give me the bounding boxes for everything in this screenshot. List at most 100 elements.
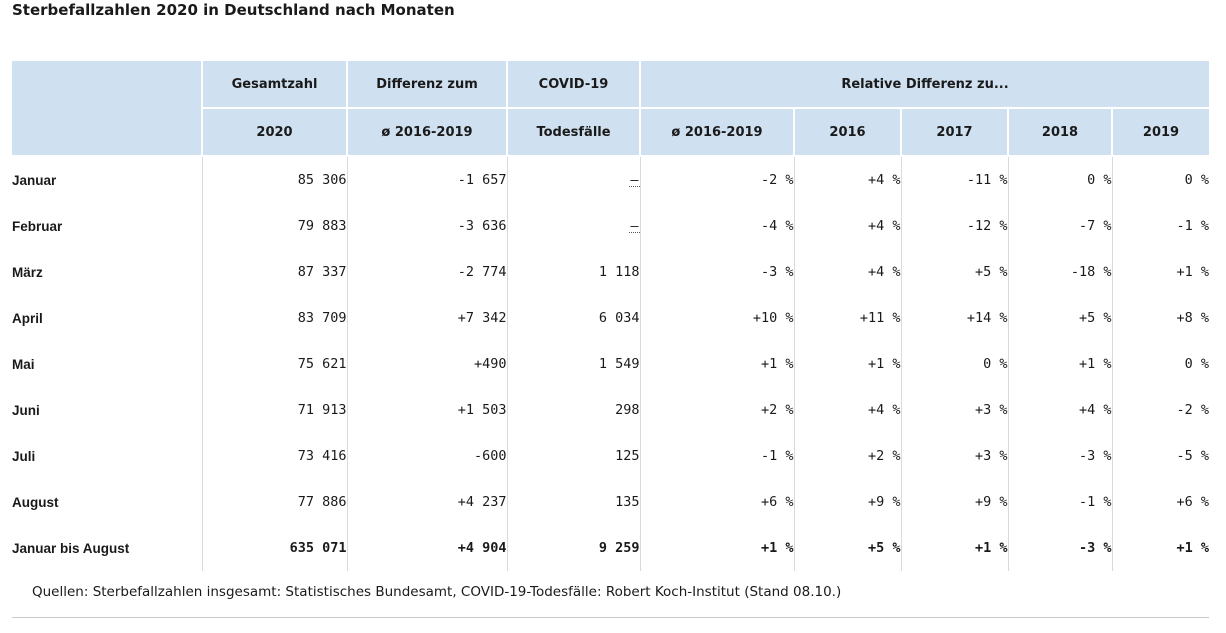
table-cell: +1 503	[347, 387, 508, 433]
table-cell: -7 %	[1008, 203, 1113, 249]
table-cell: +4 904	[347, 525, 508, 571]
header-2020: 2020	[202, 108, 348, 157]
table-cell: +1 %	[640, 341, 795, 387]
header-2016: 2016	[794, 108, 902, 157]
no-data-cell: –	[507, 156, 641, 203]
table-cell: +9 %	[794, 479, 902, 525]
row-label: April	[12, 295, 203, 341]
table-cell: 73 416	[202, 433, 348, 479]
table-cell: +2 %	[794, 433, 902, 479]
table-cell: 6 034	[507, 295, 641, 341]
table-cell: 135	[507, 479, 641, 525]
table-cell: +1 %	[1008, 341, 1113, 387]
table-cell: 0 %	[1008, 156, 1113, 203]
table-row: März 87 337 -2 774 1 118 -3 % +4 % +5 % -18 % +1…	[12, 249, 1209, 295]
header-covid: COVID-19	[507, 61, 641, 109]
table-row: April 83 709 +7 342 6 034 +10 % +11 % +14 % +5 …	[12, 295, 1209, 341]
table-cell: 0 %	[901, 341, 1009, 387]
table-cell: +4 %	[794, 387, 902, 433]
table-cell: -4 %	[640, 203, 795, 249]
table-cell: +1 %	[901, 525, 1009, 571]
no-data-dash: –	[629, 218, 640, 234]
page-title: Sterbefallzahlen 2020 in Deutschland nac…	[12, 1, 455, 19]
table-cell: +1 %	[794, 341, 902, 387]
table-cell: 79 883	[202, 203, 348, 249]
no-data-dash: –	[629, 172, 640, 188]
table-cell: -1 %	[1008, 479, 1113, 525]
table-cell: -3 %	[640, 249, 795, 295]
table-cell: 71 913	[202, 387, 348, 433]
table-cell: 9 259	[507, 525, 641, 571]
table-cell: +4 %	[794, 249, 902, 295]
table-cell: -11 %	[901, 156, 1009, 203]
table-cell: 85 306	[202, 156, 348, 203]
table-cell: +10 %	[640, 295, 795, 341]
header-gesamtzahl: Gesamtzahl	[202, 61, 348, 109]
table-cell: -1 657	[347, 156, 508, 203]
table-cell: -2 %	[1176, 402, 1209, 418]
table-cell: +2 %	[640, 387, 795, 433]
table-cell: +1 %	[640, 525, 795, 571]
table-cell: 77 886	[202, 479, 348, 525]
table-row: Januar bis August 635 071 +4 904 9 259 +1 % +…	[12, 525, 1209, 571]
header-2018: 2018	[1008, 108, 1113, 157]
row-label: August	[12, 479, 203, 525]
table-row: Juni 71 913 +1 503 298 +2 % +4 % +3 % +4 % -2 %	[12, 387, 1209, 433]
row-label: Januar bis August	[12, 525, 203, 571]
table-cell: -5 %	[1176, 448, 1209, 464]
table-cell: -3 636	[347, 203, 508, 249]
table-cell: -18 %	[1008, 249, 1113, 295]
table-cell: +4 %	[1008, 387, 1113, 433]
header-row-1: Gesamtzahl Differenz zum COVID-19 Relati…	[12, 61, 1209, 157]
table-cell: +1 %	[1176, 264, 1209, 280]
table-row: Februar 79 883 -3 636 – -4 % +4 % -12 % -7 % -1 …	[12, 203, 1209, 249]
table-cell: +14 %	[901, 295, 1009, 341]
table-cell: +6 %	[1176, 494, 1209, 510]
table-cell: 87 337	[202, 249, 348, 295]
header-differenz: Differenz zum	[347, 61, 508, 109]
table-cell: -3 %	[1008, 525, 1113, 571]
table-cell: +5 %	[1008, 295, 1113, 341]
table-cell: +5 %	[901, 249, 1009, 295]
row-label: Mai	[12, 341, 203, 387]
table-row: Mai 75 621 +490 1 549 +1 % +1 % 0 % +1 % 0 %	[12, 341, 1209, 387]
row-label: Februar	[12, 203, 203, 249]
table-cell: 0 %	[1184, 172, 1209, 188]
table-cell: -3 %	[1008, 433, 1113, 479]
death-stats-table: Gesamtzahl Differenz zum COVID-19 Relati…	[12, 61, 1209, 571]
header-2017: 2017	[901, 108, 1009, 157]
table-cell: 298	[507, 387, 641, 433]
header-todesfaelle: Todesfälle	[507, 108, 641, 157]
header-avg-rel: ø 2016-2019	[640, 108, 795, 157]
source-note: Quellen: Sterbefallzahlen insgesamt: Sta…	[32, 584, 842, 600]
table-cell: +3 %	[901, 387, 1009, 433]
bottom-divider	[12, 617, 1209, 618]
table-cell: +8 %	[1176, 310, 1209, 326]
table-cell: +4 %	[794, 156, 902, 203]
header-month-blank	[12, 61, 203, 157]
table-cell: +5 %	[794, 525, 902, 571]
row-label: Juli	[12, 433, 203, 479]
table-row: Juli 73 416 -600 125 -1 % +2 % +3 % -3 % -5 %	[12, 433, 1209, 479]
table-cell: 75 621	[202, 341, 348, 387]
table-cell: +1 %	[1176, 540, 1209, 556]
table-cell: +4 237	[347, 479, 508, 525]
header-avg-abs: ø 2016-2019	[347, 108, 508, 157]
table-cell: +6 %	[640, 479, 795, 525]
table-cell: +9 %	[901, 479, 1009, 525]
header-row-2: 2020 ø 2016-2019 Todesfälle ø 2016-2019 …	[12, 108, 1209, 157]
table-row: August 77 886 +4 237 135 +6 % +9 % +9 % -1 % +6 …	[12, 479, 1209, 525]
row-label: März	[12, 249, 203, 295]
table-cell: 1 549	[507, 341, 641, 387]
header-relative-differenz: Relative Differenz zu...	[640, 61, 1209, 109]
table-cell: -2 %	[640, 156, 795, 203]
table-cell: 0 %	[1184, 356, 1209, 372]
table-cell: +490	[347, 341, 508, 387]
row-label: Juni	[12, 387, 203, 433]
table-cell: -600	[347, 433, 508, 479]
table-cell: -1 %	[1176, 218, 1209, 234]
header-2019: 2019	[1112, 108, 1209, 157]
table-cell: 125	[507, 433, 641, 479]
table-cell: 83 709	[202, 295, 348, 341]
table-cell: 1 118	[507, 249, 641, 295]
